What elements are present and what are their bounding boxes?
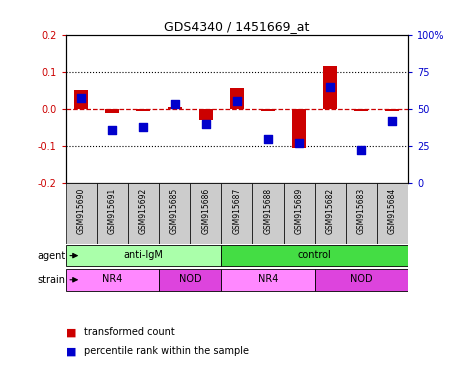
Point xyxy=(171,101,178,108)
Bar xyxy=(221,269,315,291)
Bar xyxy=(66,245,221,266)
Bar xyxy=(315,183,346,243)
Text: GSM915692: GSM915692 xyxy=(139,188,148,234)
Point xyxy=(109,127,116,133)
Text: transformed count: transformed count xyxy=(84,327,175,337)
Bar xyxy=(315,269,408,291)
Bar xyxy=(221,245,408,266)
Text: agent: agent xyxy=(38,251,66,261)
Bar xyxy=(190,183,221,243)
Text: GSM915690: GSM915690 xyxy=(77,188,86,234)
Bar xyxy=(252,183,284,243)
Bar xyxy=(323,66,337,109)
Bar xyxy=(355,109,368,111)
Bar xyxy=(292,109,306,148)
Text: NOD: NOD xyxy=(350,274,373,284)
Text: NR4: NR4 xyxy=(102,274,122,284)
Title: GDS4340 / 1451669_at: GDS4340 / 1451669_at xyxy=(164,20,310,33)
Text: GSM915687: GSM915687 xyxy=(232,188,242,234)
Bar xyxy=(221,183,252,243)
Bar xyxy=(386,109,400,111)
Point xyxy=(357,147,365,154)
Bar xyxy=(74,90,88,109)
Text: percentile rank within the sample: percentile rank within the sample xyxy=(84,346,250,356)
Point xyxy=(140,124,147,130)
Text: NOD: NOD xyxy=(179,274,202,284)
Point xyxy=(389,118,396,124)
Bar xyxy=(261,109,275,111)
Bar xyxy=(199,109,213,120)
Bar xyxy=(136,109,151,111)
Text: NR4: NR4 xyxy=(258,274,278,284)
Bar xyxy=(106,109,119,113)
Bar xyxy=(377,183,408,243)
Text: GSM915691: GSM915691 xyxy=(108,188,117,234)
Bar xyxy=(346,183,377,243)
Text: ■: ■ xyxy=(66,327,76,337)
Text: GSM915682: GSM915682 xyxy=(325,188,335,234)
Bar xyxy=(97,183,128,243)
Bar xyxy=(66,269,159,291)
Text: GSM915684: GSM915684 xyxy=(388,188,397,234)
Bar xyxy=(167,107,182,109)
Text: GSM915686: GSM915686 xyxy=(201,188,210,234)
Text: control: control xyxy=(298,250,332,260)
Text: GSM915688: GSM915688 xyxy=(264,188,272,234)
Bar xyxy=(66,183,97,243)
Point xyxy=(233,98,241,104)
Text: anti-IgM: anti-IgM xyxy=(123,250,163,260)
Point xyxy=(264,136,272,142)
Bar xyxy=(230,88,244,109)
Text: GSM915683: GSM915683 xyxy=(357,188,366,234)
Bar xyxy=(284,183,315,243)
Point xyxy=(295,140,303,146)
Text: GSM915685: GSM915685 xyxy=(170,188,179,234)
Bar xyxy=(128,183,159,243)
Point xyxy=(202,121,210,127)
Point xyxy=(77,95,85,101)
Text: ■: ■ xyxy=(66,346,76,356)
Text: GSM915689: GSM915689 xyxy=(295,188,303,234)
Bar xyxy=(159,269,221,291)
Point xyxy=(326,83,334,89)
Bar xyxy=(159,183,190,243)
Text: strain: strain xyxy=(38,275,66,285)
